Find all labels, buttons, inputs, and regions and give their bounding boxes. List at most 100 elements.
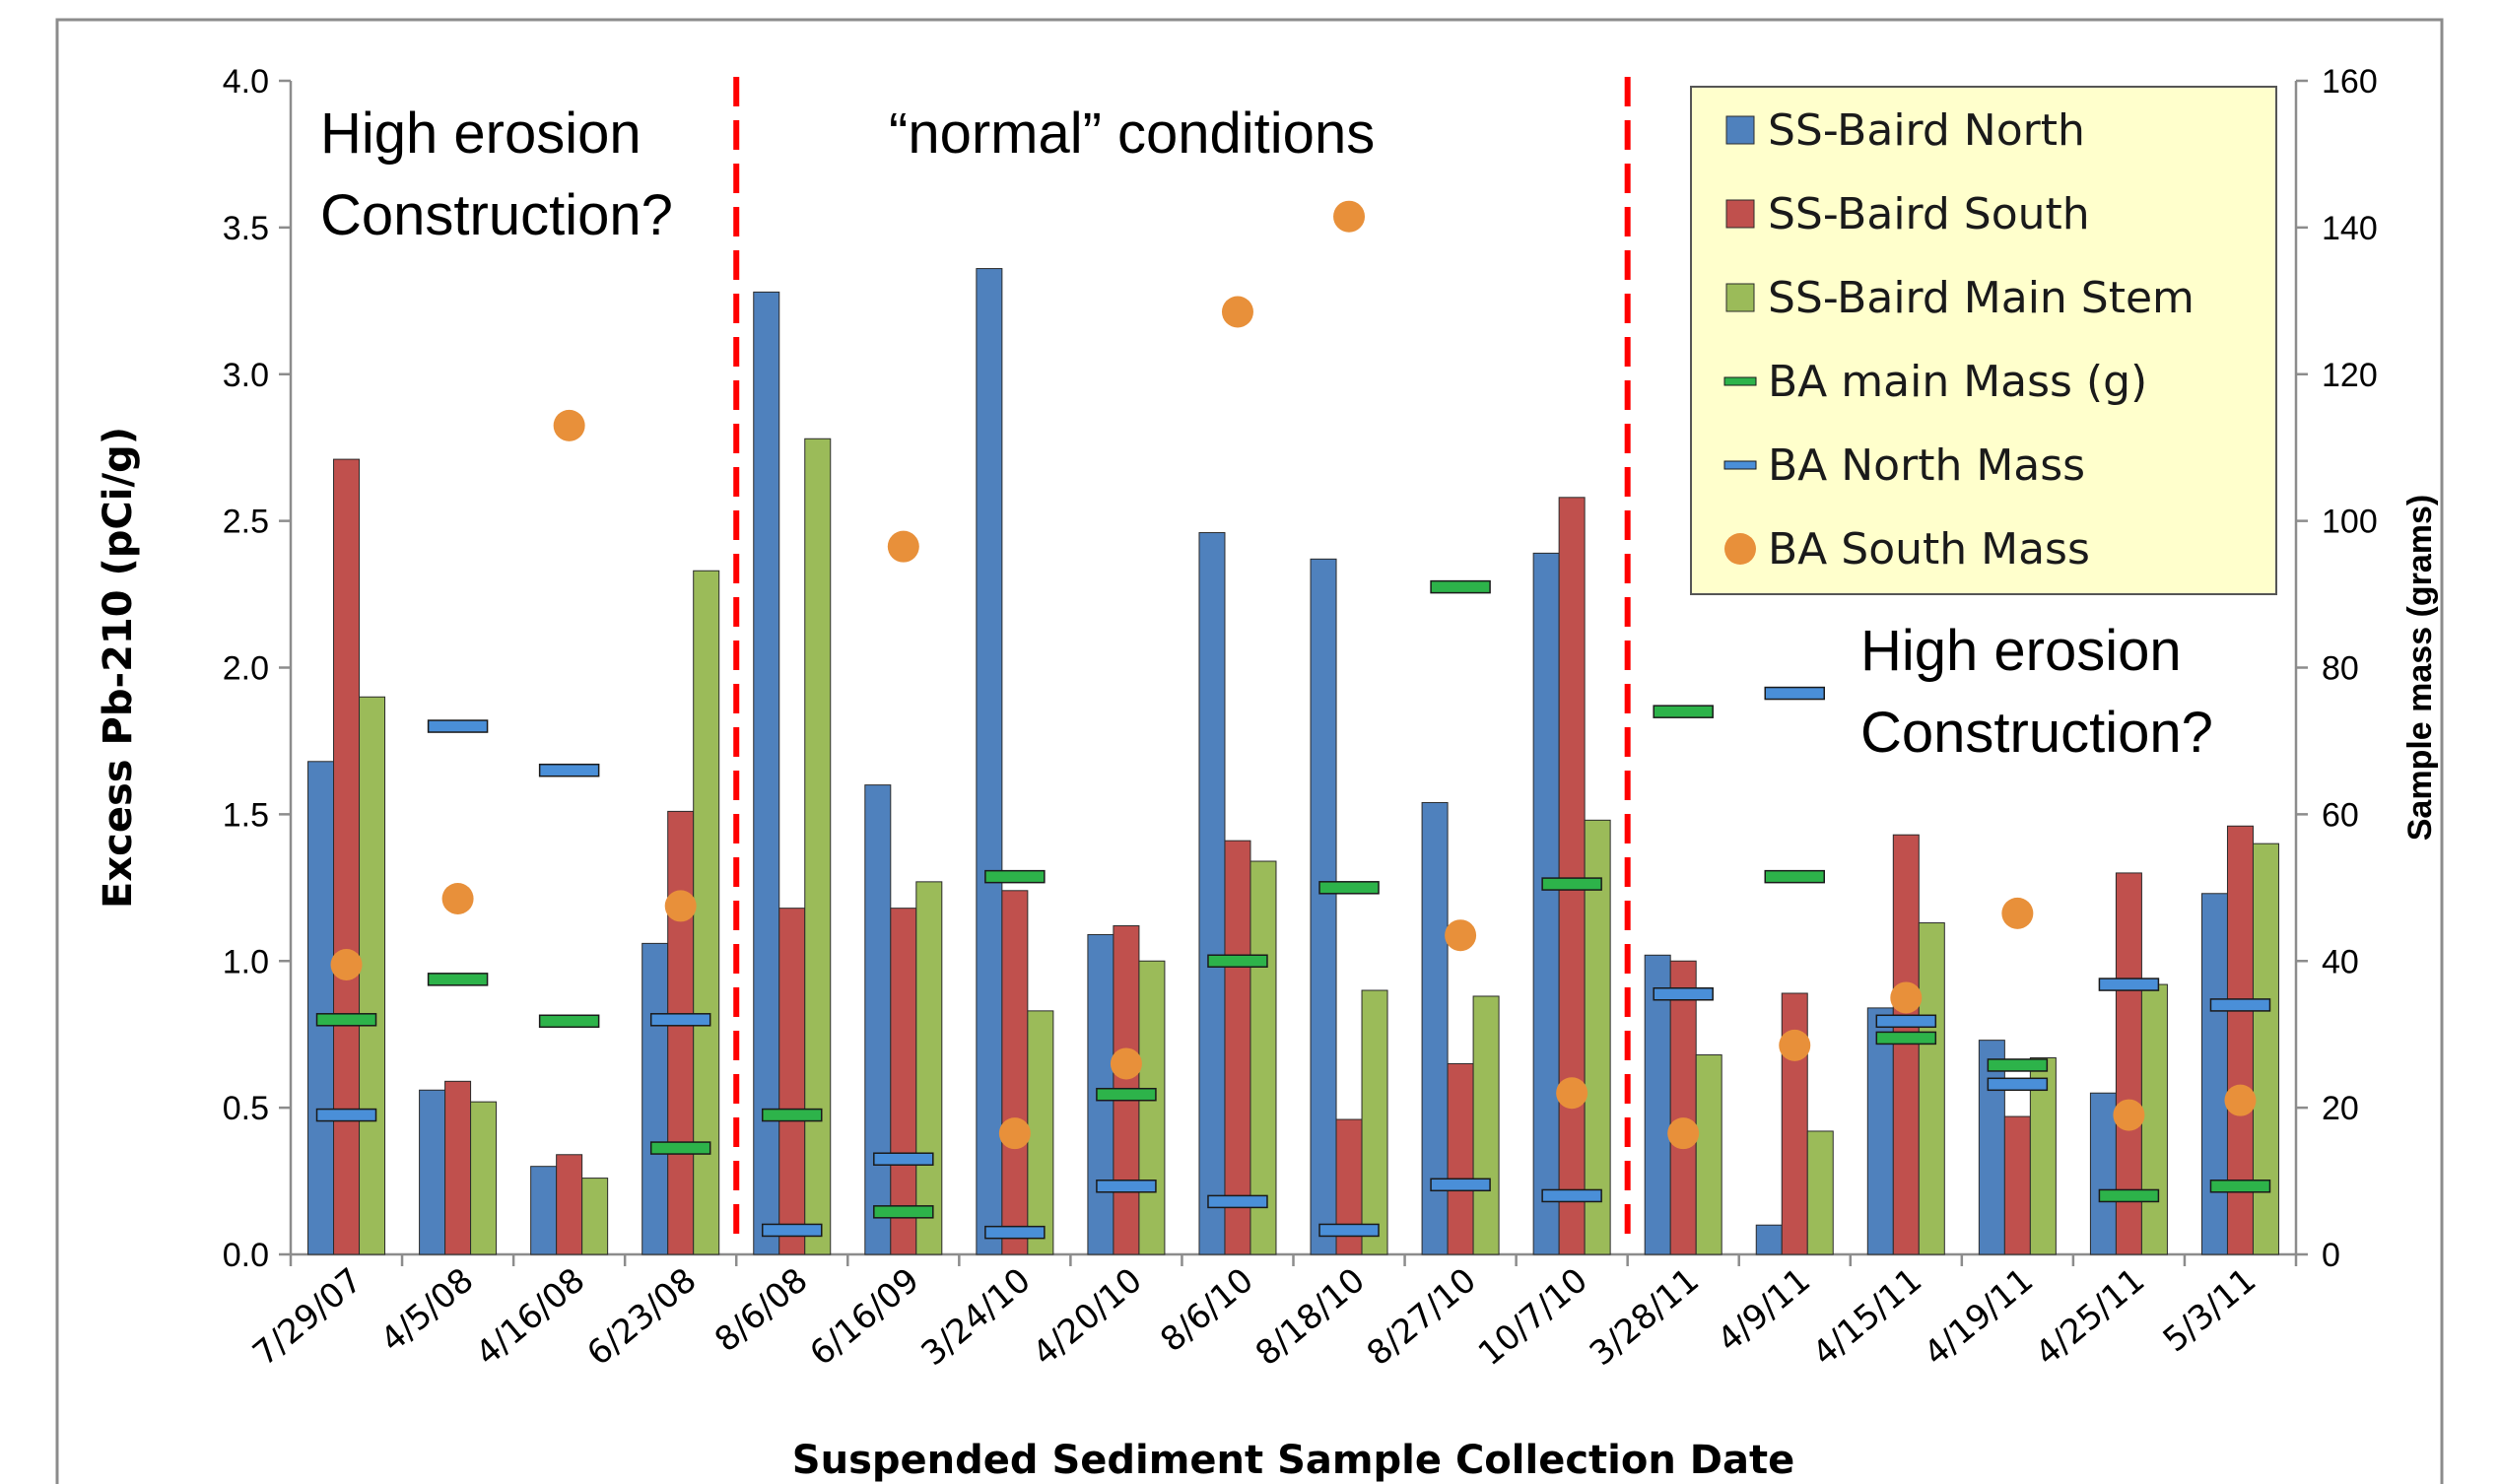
legend-box xyxy=(1690,86,2277,595)
legend-label: BA South Mass xyxy=(1768,524,2090,574)
y-tick-label: 1.0 xyxy=(223,943,269,980)
y2-tick-label: 80 xyxy=(2322,650,2359,688)
marker-ba-south-mass xyxy=(1890,981,1923,1014)
marker-ba-south-mass xyxy=(1221,296,1253,328)
y2-axis-title: Sample mass (grams) xyxy=(2401,495,2439,842)
marker-ba-main-mass-g- xyxy=(762,1108,823,1122)
bar-ss-baird-main-stem xyxy=(581,1178,609,1255)
marker-ba-south-mass xyxy=(1556,1077,1588,1110)
legend-label: SS-Baird North xyxy=(1768,105,2085,156)
y2-tick-label: 160 xyxy=(2322,63,2378,101)
y2-tick-label: 140 xyxy=(2322,210,2378,247)
marker-ba-south-mass xyxy=(664,890,697,922)
bar-ss-baird-south xyxy=(1558,497,1586,1255)
y2-tick-label: 120 xyxy=(2322,357,2378,394)
marker-ba-main-mass-g- xyxy=(427,973,489,986)
marker-ba-north-mass xyxy=(1653,986,1714,1001)
y-axis-title: Excess Pb-210 (pCi/g) xyxy=(96,427,141,909)
marker-ba-main-mass-g- xyxy=(1987,1058,2049,1072)
y2-tick-label: 40 xyxy=(2322,943,2359,980)
bar-ss-baird-south xyxy=(556,1154,583,1255)
marker-ba-south-mass xyxy=(1667,1117,1700,1150)
marker-ba-main-mass-g- xyxy=(1318,881,1380,895)
bar-ss-baird-main-stem xyxy=(915,881,943,1255)
marker-ba-north-mass xyxy=(873,1152,934,1166)
y-tick-label: 3.5 xyxy=(223,210,269,247)
legend-swatch-ba-north-mass xyxy=(1723,460,1757,470)
annotation-text: Construction? xyxy=(320,183,673,247)
marker-ba-north-mass xyxy=(649,1013,711,1027)
y-tick-label: 2.0 xyxy=(223,650,269,688)
marker-ba-main-mass-g- xyxy=(315,1013,377,1027)
bar-ss-baird-south xyxy=(890,908,917,1255)
bar-ss-baird-north xyxy=(1310,558,1337,1255)
marker-ba-south-mass xyxy=(998,1117,1031,1150)
y-tick-label: 0.5 xyxy=(223,1090,269,1127)
marker-ba-north-mass xyxy=(1430,1178,1491,1192)
bar-ss-baird-main-stem xyxy=(470,1101,498,1255)
bar-ss-baird-main-stem xyxy=(1584,819,1611,1255)
marker-ba-main-mass-g- xyxy=(1207,954,1268,968)
marker-ba-north-mass xyxy=(1764,686,1825,701)
bar-ss-baird-south xyxy=(667,810,695,1255)
bar-ss-baird-north xyxy=(753,291,780,1255)
marker-ba-north-mass xyxy=(538,763,600,777)
marker-ba-north-mass xyxy=(1207,1194,1268,1209)
marker-ba-north-mass xyxy=(762,1223,823,1238)
y2-tick-label: 20 xyxy=(2322,1090,2359,1127)
bar-ss-baird-main-stem xyxy=(1918,922,1945,1255)
bar-ss-baird-main-stem xyxy=(1361,989,1388,1255)
marker-ba-south-mass xyxy=(887,530,919,563)
bar-ss-baird-main-stem xyxy=(804,438,832,1255)
bar-ss-baird-main-stem xyxy=(1472,995,1500,1255)
bar-ss-baird-south xyxy=(778,908,806,1255)
legend-swatch-ss-baird-north xyxy=(1725,115,1755,145)
legend-label: BA main Mass (g) xyxy=(1768,357,2147,407)
marker-ba-south-mass xyxy=(553,409,585,441)
marker-ba-main-mass-g- xyxy=(649,1141,711,1155)
marker-ba-south-mass xyxy=(1110,1047,1142,1080)
marker-ba-north-mass xyxy=(984,1225,1046,1240)
bar-ss-baird-main-stem xyxy=(1695,1054,1722,1255)
bar-ss-baird-main-stem xyxy=(1138,960,1166,1255)
bar-ss-baird-south xyxy=(1001,890,1029,1255)
bar-ss-baird-main-stem xyxy=(1250,860,1277,1255)
marker-ba-main-mass-g- xyxy=(538,1014,600,1029)
marker-ba-north-mass xyxy=(1987,1077,2049,1092)
bar-ss-baird-north xyxy=(2200,893,2228,1255)
bar-ss-baird-north xyxy=(1755,1224,1783,1255)
marker-ba-north-mass xyxy=(1875,1014,1937,1029)
bar-ss-baird-main-stem xyxy=(693,570,720,1255)
bar-ss-baird-south xyxy=(2003,1115,2031,1255)
legend-swatch-ss-baird-main-stem xyxy=(1725,283,1755,312)
marker-ba-south-mass xyxy=(2224,1084,2257,1116)
bar-ss-baird-north xyxy=(530,1166,558,1255)
marker-ba-south-mass xyxy=(2001,897,2034,929)
marker-ba-main-mass-g- xyxy=(1653,705,1714,718)
bar-ss-baird-main-stem xyxy=(359,696,386,1255)
bar-ss-baird-main-stem xyxy=(1806,1130,1834,1255)
bar-ss-baird-south xyxy=(1224,840,1251,1255)
marker-ba-main-mass-g- xyxy=(1096,1087,1157,1102)
bar-ss-baird-north xyxy=(2089,1092,2117,1255)
y-tick-label: 2.5 xyxy=(223,504,269,541)
bar-ss-baird-north xyxy=(307,761,335,1255)
bar-ss-baird-north xyxy=(1644,954,1671,1255)
marker-ba-south-mass xyxy=(441,882,474,914)
marker-ba-north-mass xyxy=(1096,1180,1157,1193)
marker-ba-main-mass-g- xyxy=(2098,1188,2160,1203)
annotation-text: High erosion xyxy=(320,101,642,166)
bar-ss-baird-south xyxy=(333,458,361,1255)
y2-tick-label: 100 xyxy=(2322,504,2378,541)
marker-ba-north-mass xyxy=(1541,1188,1602,1203)
annotation-text: Construction? xyxy=(1860,701,2213,765)
marker-ba-south-mass xyxy=(1779,1029,1811,1061)
legend-swatch-ba-main-mass-g- xyxy=(1723,376,1757,386)
bar-ss-baird-south xyxy=(444,1080,472,1255)
bar-ss-baird-north xyxy=(1978,1040,2005,1255)
y2-tick-label: 60 xyxy=(2322,796,2359,834)
bar-ss-baird-north xyxy=(976,268,1003,1255)
bar-ss-baird-south xyxy=(1447,1062,1474,1255)
marker-ba-main-mass-g- xyxy=(2209,1180,2271,1193)
